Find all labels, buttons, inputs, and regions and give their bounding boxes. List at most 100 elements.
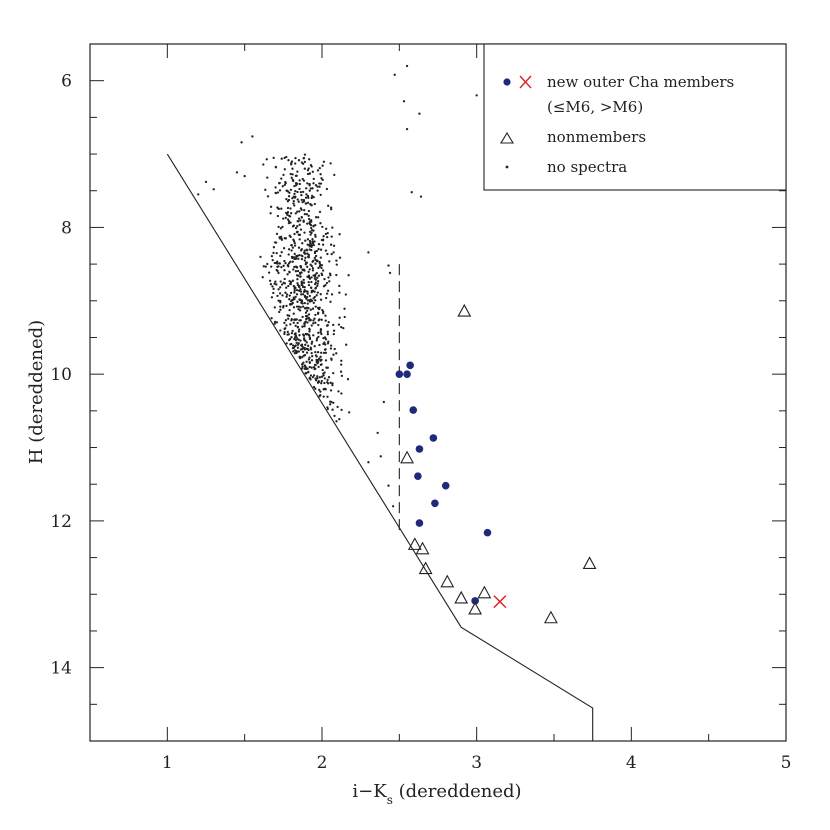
no-spectra-point [299,190,303,194]
no-spectra-point [335,263,338,266]
no-spectra-point [296,321,299,325]
no-spectra-point [405,127,409,131]
no-spectra-point [309,348,313,351]
no-spectra-point [290,342,293,346]
no-spectra-point [304,196,308,199]
no-spectra-point [259,255,262,259]
no-spectra-point [299,306,302,309]
legend-nonmember-triangle-marker [500,131,514,144]
no-spectra-point [293,204,296,207]
no-spectra-point [300,271,303,274]
no-spectra-point [298,223,301,226]
no-spectra-point [298,309,302,312]
no-spectra-point [295,288,299,292]
no-spectra-point [281,185,284,188]
no-spectra-point [273,306,276,309]
no-spectra-point [340,325,343,329]
no-spectra-point [297,217,301,220]
member-point-le-m6 [406,361,414,370]
no-spectra-point [306,201,310,204]
no-spectra-point [311,187,314,190]
no-spectra-point [308,361,311,365]
member-point-le-m6 [483,528,492,537]
no-spectra-point [314,184,318,187]
no-spectra-point [335,273,338,277]
no-spectra-point [287,253,290,256]
no-spectra-point [310,280,313,284]
no-spectra-point [293,241,296,245]
no-spectra-point [322,351,326,355]
no-spectra-point [303,364,307,367]
no-spectra-point [293,345,297,348]
member-point-gt-m6 [493,595,507,609]
no-spectra-point [287,214,291,217]
no-spectra-point [313,317,316,320]
no-spectra-point [330,293,334,296]
no-spectra-point [308,365,311,369]
no-spectra-point [298,179,301,182]
no-spectra-point [287,284,290,288]
no-spectra-point [310,194,314,198]
no-spectra-point [289,188,293,192]
no-spectra-point [308,330,311,333]
no-spectra-point [306,194,310,198]
no-spectra-point [299,228,303,231]
no-spectra-point [294,195,297,198]
no-spectra-point [275,321,279,324]
no-spectra-point [282,247,286,250]
no-spectra-point [277,288,280,291]
no-spectra-point [312,334,315,337]
member-point-le-m6 [395,370,404,378]
no-spectra-point [291,197,294,200]
no-spectra-point [301,333,305,336]
no-spectra-point [303,323,306,326]
no-spectra-point [292,240,296,243]
no-spectra-point [308,327,311,330]
no-spectra-point [298,289,301,292]
no-spectra-point [295,274,299,277]
no-spectra-point [301,285,305,289]
no-spectra-point [316,312,320,315]
no-spectra-point [310,359,314,362]
no-spectra-point [282,306,285,309]
nonmember-point [418,561,433,575]
no-spectra-point [346,378,350,381]
no-spectra-point [335,352,338,355]
no-spectra-point [317,242,321,246]
no-spectra-point [311,260,314,263]
no-spectra-point [315,358,318,362]
nonmember-point [457,303,472,317]
no-spectra-point [324,283,327,287]
no-spectra-point [305,213,308,216]
no-spectra-point [281,225,284,229]
no-spectra-point [308,245,311,248]
legend-nospectra-dot-marker [505,165,509,169]
no-spectra-point [299,272,302,276]
no-spectra-point [288,314,291,317]
no-spectra-point [272,291,275,295]
no-spectra-point [290,255,294,259]
no-spectra-point [276,269,279,273]
no-spectra-point [286,330,289,334]
no-spectra-point [328,280,331,283]
x-axis-title-sub: s [387,793,393,807]
no-spectra-point [332,332,335,336]
x-axis-title: i−Ks (dereddened) [352,781,521,807]
no-spectra-point [280,251,283,254]
no-spectra-point [402,100,406,103]
no-spectra-point [332,353,335,356]
no-spectra-point [288,234,291,237]
no-spectra-point [313,240,316,243]
x-tick-label: 1 [162,753,173,773]
no-spectra-point [292,312,295,315]
no-spectra-point [325,227,328,230]
no-spectra-point [290,249,293,252]
no-spectra-point [379,455,382,458]
no-spectra-point [320,375,324,378]
no-spectra-point [319,173,322,176]
no-spectra-point [307,270,310,274]
no-spectra-point [287,265,290,268]
no-spectra-point [302,281,306,284]
no-spectra-point [319,182,323,185]
no-spectra-point [310,289,314,293]
